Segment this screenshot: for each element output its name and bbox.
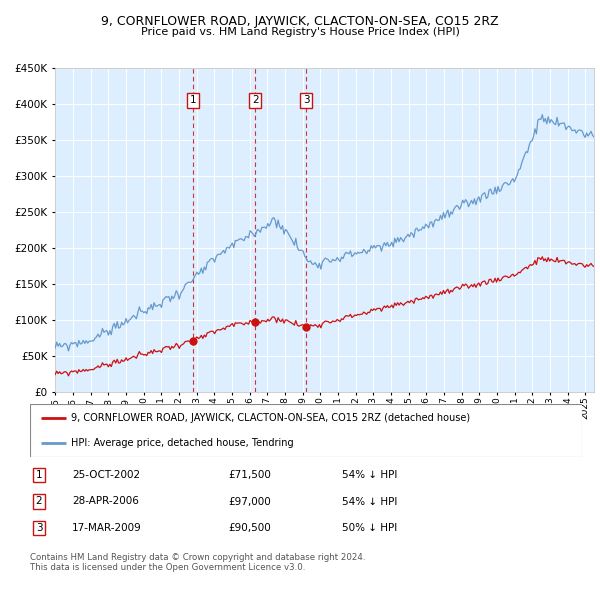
Text: 1: 1	[190, 96, 196, 105]
Text: 50% ↓ HPI: 50% ↓ HPI	[342, 523, 397, 533]
Text: 25-OCT-2002: 25-OCT-2002	[72, 470, 140, 480]
FancyBboxPatch shape	[30, 404, 582, 457]
Text: 2: 2	[35, 497, 43, 506]
Text: This data is licensed under the Open Government Licence v3.0.: This data is licensed under the Open Gov…	[30, 563, 305, 572]
Text: 2: 2	[252, 96, 259, 105]
Text: 3: 3	[35, 523, 43, 533]
Text: 28-APR-2006: 28-APR-2006	[72, 497, 139, 506]
Text: Contains HM Land Registry data © Crown copyright and database right 2024.: Contains HM Land Registry data © Crown c…	[30, 553, 365, 562]
Text: 9, CORNFLOWER ROAD, JAYWICK, CLACTON-ON-SEA, CO15 2RZ: 9, CORNFLOWER ROAD, JAYWICK, CLACTON-ON-…	[101, 15, 499, 28]
Text: 17-MAR-2009: 17-MAR-2009	[72, 523, 142, 533]
Text: £71,500: £71,500	[228, 470, 271, 480]
Text: 54% ↓ HPI: 54% ↓ HPI	[342, 470, 397, 480]
Text: 3: 3	[303, 96, 310, 105]
Text: HPI: Average price, detached house, Tendring: HPI: Average price, detached house, Tend…	[71, 438, 294, 448]
Text: 54% ↓ HPI: 54% ↓ HPI	[342, 497, 397, 506]
Text: 1: 1	[35, 470, 43, 480]
Text: £90,500: £90,500	[228, 523, 271, 533]
Text: 9, CORNFLOWER ROAD, JAYWICK, CLACTON-ON-SEA, CO15 2RZ (detached house): 9, CORNFLOWER ROAD, JAYWICK, CLACTON-ON-…	[71, 414, 470, 424]
Text: Price paid vs. HM Land Registry's House Price Index (HPI): Price paid vs. HM Land Registry's House …	[140, 27, 460, 37]
Text: £97,000: £97,000	[228, 497, 271, 506]
